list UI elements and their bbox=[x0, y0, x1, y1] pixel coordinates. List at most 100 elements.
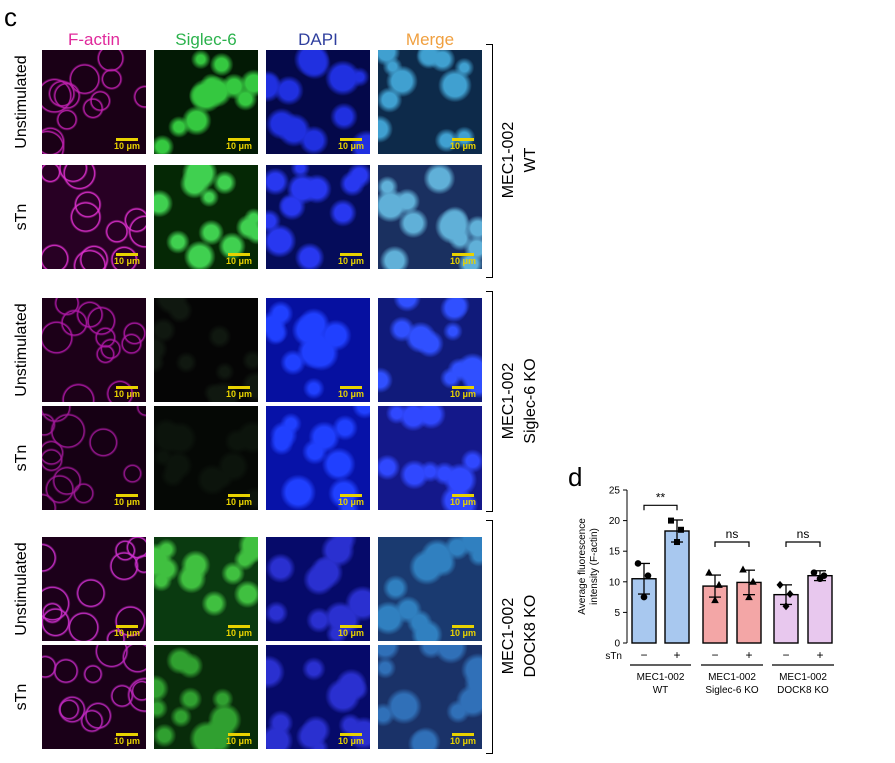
row-label: sTn bbox=[13, 203, 30, 231]
stn-plus: + bbox=[673, 648, 680, 662]
scale-bar: 10 μm bbox=[113, 138, 141, 151]
row-label: Unstimulated bbox=[13, 303, 30, 397]
scale-bar: 10 μm bbox=[113, 386, 141, 399]
group-label-line2: WT bbox=[522, 147, 539, 173]
scale-bar-label: 10 μm bbox=[337, 256, 365, 266]
group-label-line1: MEC1-002 bbox=[500, 362, 517, 439]
group-label-line1: MEC1-002 bbox=[500, 597, 517, 675]
bar bbox=[664, 530, 690, 644]
scale-bar: 10 μm bbox=[337, 494, 365, 507]
micrograph-tile: 10 μm bbox=[42, 537, 146, 641]
group-label-line2: Siglec-6 KO bbox=[522, 357, 539, 444]
y-tick-label: 10 bbox=[609, 577, 621, 588]
scale-bar-line bbox=[228, 253, 250, 256]
data-point bbox=[634, 560, 642, 567]
micrograph-tile: 10 μm bbox=[378, 537, 482, 641]
y-tick-label: 25 bbox=[609, 486, 621, 497]
group-label-line2: DOCK8 KO bbox=[777, 685, 829, 696]
stn-minus: − bbox=[640, 648, 647, 662]
micrograph-tile: 10 μm bbox=[266, 537, 370, 641]
scale-bar: 10 μm bbox=[449, 138, 477, 151]
row-label: sTn bbox=[13, 683, 30, 711]
data-point bbox=[711, 596, 719, 604]
scale-bar-line bbox=[228, 138, 250, 141]
column-header-siglec-6: Siglec-6 bbox=[175, 30, 237, 49]
scale-bar-line bbox=[340, 625, 362, 628]
bar bbox=[807, 574, 833, 644]
y-tick-label: 5 bbox=[614, 608, 620, 619]
significance-bracket bbox=[785, 541, 821, 548]
micrograph-tile: 10 μm bbox=[378, 298, 482, 402]
scale-bar-label: 10 μm bbox=[449, 736, 477, 746]
scale-bar-label: 10 μm bbox=[225, 736, 253, 746]
scale-bar: 10 μm bbox=[337, 625, 365, 638]
group-label-line2: WT bbox=[653, 685, 669, 696]
scale-bar: 10 μm bbox=[337, 386, 365, 399]
scale-bar-label: 10 μm bbox=[449, 256, 477, 266]
scale-bar: 10 μm bbox=[337, 253, 365, 266]
stn-plus: + bbox=[816, 648, 823, 662]
micrograph-tile: 10 μm bbox=[42, 50, 146, 154]
row-label: Unstimulated bbox=[13, 55, 30, 149]
column-header-merge: Merge bbox=[405, 30, 455, 49]
group-label-line2: DOCK8 KO bbox=[522, 594, 539, 678]
micrograph-tile: 10 μm bbox=[378, 50, 482, 154]
scale-bar-label: 10 μm bbox=[449, 497, 477, 507]
scale-bar-label: 10 μm bbox=[113, 497, 141, 507]
scale-bar-line bbox=[228, 494, 250, 497]
scale-bar-label: 10 μm bbox=[337, 736, 365, 746]
group-label-line1: MEC1-002 bbox=[708, 672, 756, 683]
scale-bar: 10 μm bbox=[225, 138, 253, 151]
scale-bar: 10 μm bbox=[113, 253, 141, 266]
data-point bbox=[678, 526, 684, 533]
micrograph-tile: 10 μm bbox=[154, 537, 258, 641]
scale-bar-label: 10 μm bbox=[337, 141, 365, 151]
scale-bar-label: 10 μm bbox=[449, 628, 477, 638]
scale-bar-label: 10 μm bbox=[113, 628, 141, 638]
panel-c-letter: c bbox=[4, 2, 17, 32]
sig-label-wt: ** bbox=[656, 490, 666, 504]
scale-bar: 10 μm bbox=[225, 733, 253, 746]
data-point bbox=[640, 593, 648, 601]
y-tick-label: 15 bbox=[609, 547, 621, 558]
y-tick-label: 0 bbox=[614, 639, 620, 650]
micrograph-tile: 10 μm bbox=[378, 406, 482, 510]
scale-bar: 10 μm bbox=[449, 386, 477, 399]
scale-bar-label: 10 μm bbox=[225, 497, 253, 507]
scale-bar-label: 10 μm bbox=[449, 389, 477, 399]
stn-label: sTn bbox=[605, 651, 622, 662]
scale-bar-line bbox=[228, 733, 250, 736]
scale-bar-line bbox=[452, 625, 474, 628]
group-label-line1: MEC1-002 bbox=[779, 672, 827, 683]
scale-bar-line bbox=[452, 733, 474, 736]
stn-plus: + bbox=[745, 648, 752, 662]
scale-bar-line bbox=[340, 494, 362, 497]
scale-bar-line bbox=[228, 625, 250, 628]
micrograph-tile: 10 μm bbox=[266, 165, 370, 269]
micrograph-tile: 10 μm bbox=[42, 298, 146, 402]
micrograph-tile: 10 μm bbox=[154, 298, 258, 402]
scale-bar-line bbox=[116, 138, 138, 141]
significance-bracket bbox=[643, 504, 678, 511]
data-point bbox=[782, 602, 790, 611]
group-label: MEC1-002 WT bbox=[498, 60, 542, 260]
micrograph-tile: 10 μm bbox=[266, 298, 370, 402]
data-point bbox=[745, 593, 753, 601]
significance-bracket bbox=[714, 541, 750, 548]
scale-bar: 10 μm bbox=[449, 253, 477, 266]
scale-bar-line bbox=[116, 494, 138, 497]
sig-label-dock: ns bbox=[797, 527, 810, 541]
group-label-line1: MEC1-002 bbox=[500, 121, 517, 199]
micrograph-tile: 10 μm bbox=[154, 645, 258, 749]
micrograph-tile: 10 μm bbox=[266, 645, 370, 749]
scale-bar-label: 10 μm bbox=[337, 497, 365, 507]
data-point bbox=[786, 590, 794, 599]
scale-bar: 10 μm bbox=[225, 494, 253, 507]
scale-bar: 10 μm bbox=[113, 494, 141, 507]
scale-bar-label: 10 μm bbox=[225, 628, 253, 638]
scale-bar: 10 μm bbox=[449, 494, 477, 507]
micrograph-tile: 10 μm bbox=[42, 406, 146, 510]
scale-bar-line bbox=[228, 386, 250, 389]
y-axis-label: Average fluorescenceintensity (F-actin) bbox=[577, 518, 600, 615]
micrograph-tile: 10 μm bbox=[154, 406, 258, 510]
